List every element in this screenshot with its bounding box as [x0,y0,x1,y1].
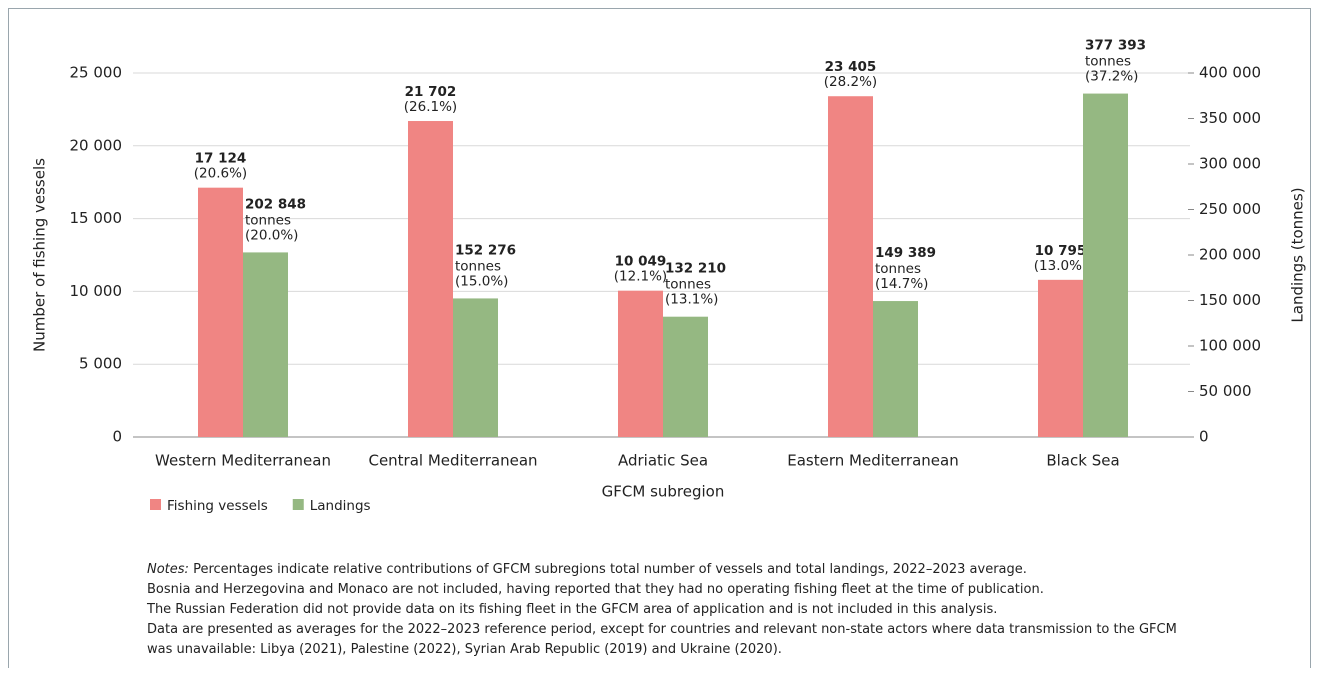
x-tick-label: Eastern Mediterranean [787,452,958,470]
share-label: (13.1%) [665,292,718,308]
y2-tick-label: 150 000 [1199,291,1261,309]
y-tick-label: 15 000 [70,209,123,227]
y2-axis-title: Landings (tonnes) [1289,187,1307,322]
y2-tick-label: 250 000 [1199,200,1261,218]
value-label: 377 393 [1085,38,1146,54]
bar [828,96,873,437]
x-axis-title: GFCM subregion [602,483,725,501]
bar [198,187,243,437]
bar [243,252,288,437]
share-label: (20.6%) [194,166,247,182]
note-line: Data are presented as averages for the 2… [147,622,1177,657]
unit-label: tonnes [1085,54,1131,70]
x-tick-label: Black Sea [1046,452,1119,470]
bar [618,290,663,437]
value-label: 10 049 [615,254,667,270]
value-label: 21 702 [405,84,457,100]
unit-label: tonnes [665,277,711,293]
bar [1083,93,1128,437]
legend-swatch [150,499,161,510]
legend-swatch [292,499,304,510]
share-label: (15.0%) [455,273,508,289]
y-axis-title: Number of fishing vessels [31,158,49,352]
frame [8,8,1311,668]
value-label: 202 848 [245,196,306,212]
bar [663,316,708,437]
value-label: 17 124 [195,151,247,167]
share-label: (26.1%) [404,99,457,115]
value-label: 23 405 [825,59,877,75]
unit-label: tonnes [875,261,921,277]
share-label: (12.1%) [614,269,667,285]
y2-tick-label: 350 000 [1199,109,1261,127]
bar [1038,279,1083,437]
bar [408,121,453,437]
note-line: Notes: Percentages indicate relative con… [147,560,1187,580]
share-label: (13.0%) [1034,258,1087,274]
bar [453,298,498,437]
share-label: (28.2%) [824,74,877,90]
unit-label: tonnes [245,212,291,228]
y-tick-label: 5 000 [79,355,122,373]
x-tick-label: Western Mediterranean [155,452,331,470]
y2-tick-label: 0 [1199,428,1209,446]
note-line: Bosnia and Herzegovina and Monaco are no… [147,582,1044,597]
y-tick-label: 0 [112,428,122,446]
x-tick-label: Central Mediterranean [368,452,537,470]
chart: GFCM subregion Number of fishing vessels… [31,38,1307,514]
share-label: (37.2%) [1085,69,1138,85]
value-label: 152 276 [455,242,516,258]
note-line: The Russian Federation did not provide d… [147,602,998,617]
legend-label: Landings [310,498,371,514]
y2-tick-label: 100 000 [1199,337,1261,355]
value-label: 132 210 [665,261,726,277]
y-tick-label: 20 000 [70,136,123,154]
unit-label: tonnes [455,258,501,274]
share-label: (20.0%) [245,227,298,243]
share-label: (14.7%) [875,276,928,292]
bar [873,301,918,437]
note-text: Percentages indicate relative contributi… [188,562,1027,577]
y-tick-label: 10 000 [70,282,123,300]
legend-label: Fishing vessels [167,498,268,514]
x-tick-label: Adriatic Sea [618,452,708,470]
y-tick-label: 25 000 [70,64,123,82]
y2-tick-label: 300 000 [1199,155,1261,173]
value-label: 149 389 [875,245,936,261]
notes: Notes: Percentages indicate relative con… [147,560,1187,660]
notes-label: Notes: [147,562,189,577]
y2-tick-label: 50 000 [1199,382,1252,400]
value-label: 10 795 [1035,243,1087,259]
y2-tick-label: 200 000 [1199,246,1261,264]
y2-tick-label: 400 000 [1199,64,1261,82]
